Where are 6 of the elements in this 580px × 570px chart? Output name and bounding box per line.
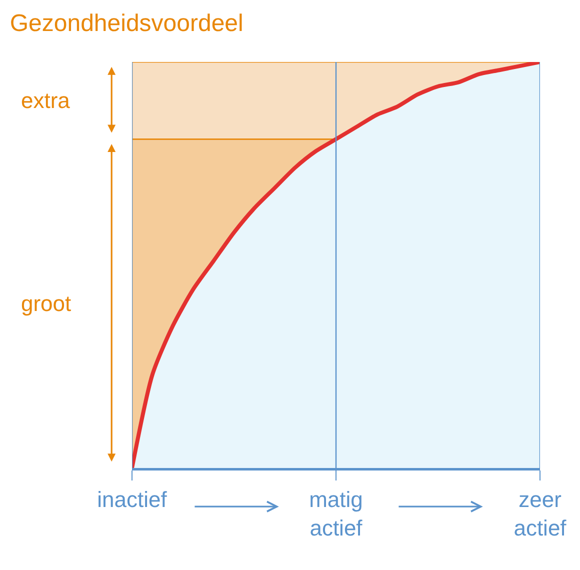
band-label: groot (21, 291, 72, 316)
x-tick-label: inactief (97, 486, 168, 512)
x-tick-label: zeer actief (514, 486, 568, 540)
chart-title: Gezondheidsvoordeel (10, 10, 244, 38)
band-label: extra (21, 88, 71, 113)
x-tick-label: matig actief (309, 486, 364, 540)
